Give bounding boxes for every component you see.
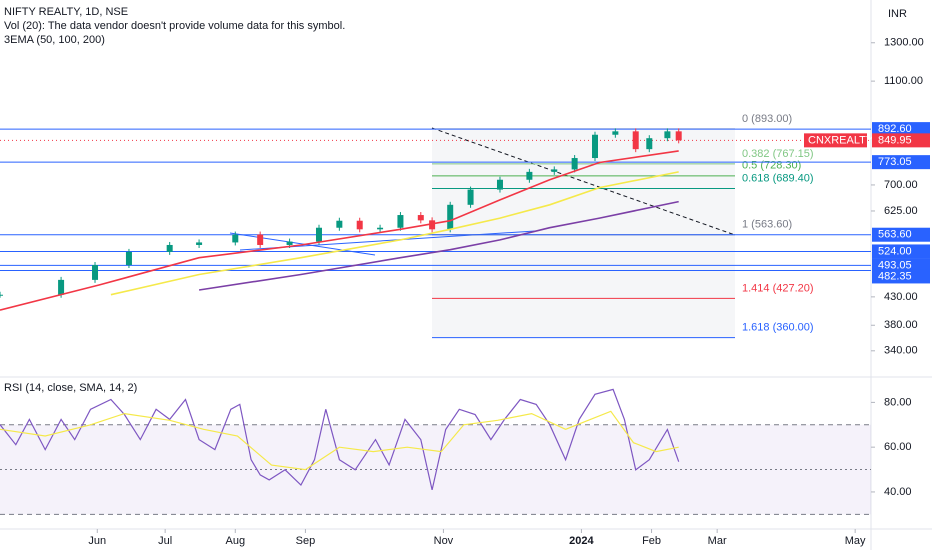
x-tick-label: Jun [88,535,106,547]
trend-line [431,127,736,236]
fib-label: 0.5 (728.30) [742,160,801,172]
series-line [110,171,679,296]
y-tick-label: 80.00 [884,396,912,408]
candle [571,158,578,170]
candle [417,215,424,221]
fib-label: 1.414 (427.20) [742,282,814,294]
x-tick-label: 2024 [569,535,594,547]
x-tick-label: Aug [225,535,245,547]
candle [0,294,3,296]
candle [632,131,639,150]
candle [356,220,363,230]
fib-label: 0.618 (689.40) [742,172,814,184]
y-tick-label: 625.00 [884,205,918,217]
y-tick-label: 40.00 [884,486,912,498]
last-price-label: 849.95 [878,134,912,146]
candle [675,131,682,141]
price-label: 773.05 [878,156,912,168]
y-tick-label: 340.00 [884,345,918,357]
price-label: 524.00 [878,245,912,257]
chart-title: NIFTY REALTY, 1D, NSE [4,6,128,18]
fib-label: 1 (563.60) [742,219,792,231]
candle [646,138,653,150]
candle [591,134,598,159]
x-tick-label: Mar [708,535,727,547]
y-tick-label: 700.00 [884,179,918,191]
series-line [0,150,679,311]
ema-legend: 3EMA (50, 100, 200) [4,34,105,46]
candle [551,169,558,172]
candle [496,179,503,190]
symbol-box [804,133,867,148]
volume-note: Vol (20): The data vendor doesn't provid… [4,20,345,32]
candle [664,131,671,139]
price-label-box [872,122,930,137]
candle [257,234,264,245]
candle [397,215,404,228]
candle [336,220,343,228]
y-tick-label: 380.00 [884,319,918,331]
x-tick-label: Jul [158,535,172,547]
candle [315,227,322,242]
price-label: 482.35 [878,270,912,282]
candle [377,227,384,230]
fib-label: 0.382 (767.15) [742,148,814,160]
candle [526,171,533,180]
candle [286,241,293,245]
series-line [0,388,680,491]
price-label-box [872,244,930,259]
price-label-box [872,227,930,242]
price-label-box [872,258,930,273]
candle [232,234,239,243]
series-line [0,410,679,471]
candle [166,244,173,252]
fib-zone [432,128,735,338]
candle [58,279,65,295]
x-tick-label: Sep [296,535,316,547]
x-tick-label: Nov [434,535,454,547]
currency: INR [888,8,907,20]
candle [429,220,436,230]
y-tick-label: 1100.00 [884,75,923,87]
price-label-box [872,155,930,170]
candle [467,189,474,205]
symbol-label: CNXREALTY [808,134,874,146]
x-tick-label: May [845,535,866,547]
candle [612,131,619,135]
y-tick-label: 1300.00 [884,37,924,49]
price-label-box [872,269,930,284]
y-tick-label: 430.00 [884,291,918,303]
candle [447,204,454,230]
last-price-box [872,133,930,148]
price-label: 563.60 [878,229,912,241]
price-label: 892.60 [878,123,912,135]
candle [196,242,203,245]
fib-label: 1.618 (360.00) [742,322,814,334]
candle [92,264,99,280]
fib-label: 0 (893.00) [742,113,792,125]
price-label: 493.05 [878,259,912,271]
candle [125,251,132,265]
rsi-title: RSI (14, close, SMA, 14, 2) [4,382,137,394]
series-line [198,200,679,291]
x-tick-label: Feb [642,535,661,547]
y-tick-label: 60.00 [884,441,912,453]
